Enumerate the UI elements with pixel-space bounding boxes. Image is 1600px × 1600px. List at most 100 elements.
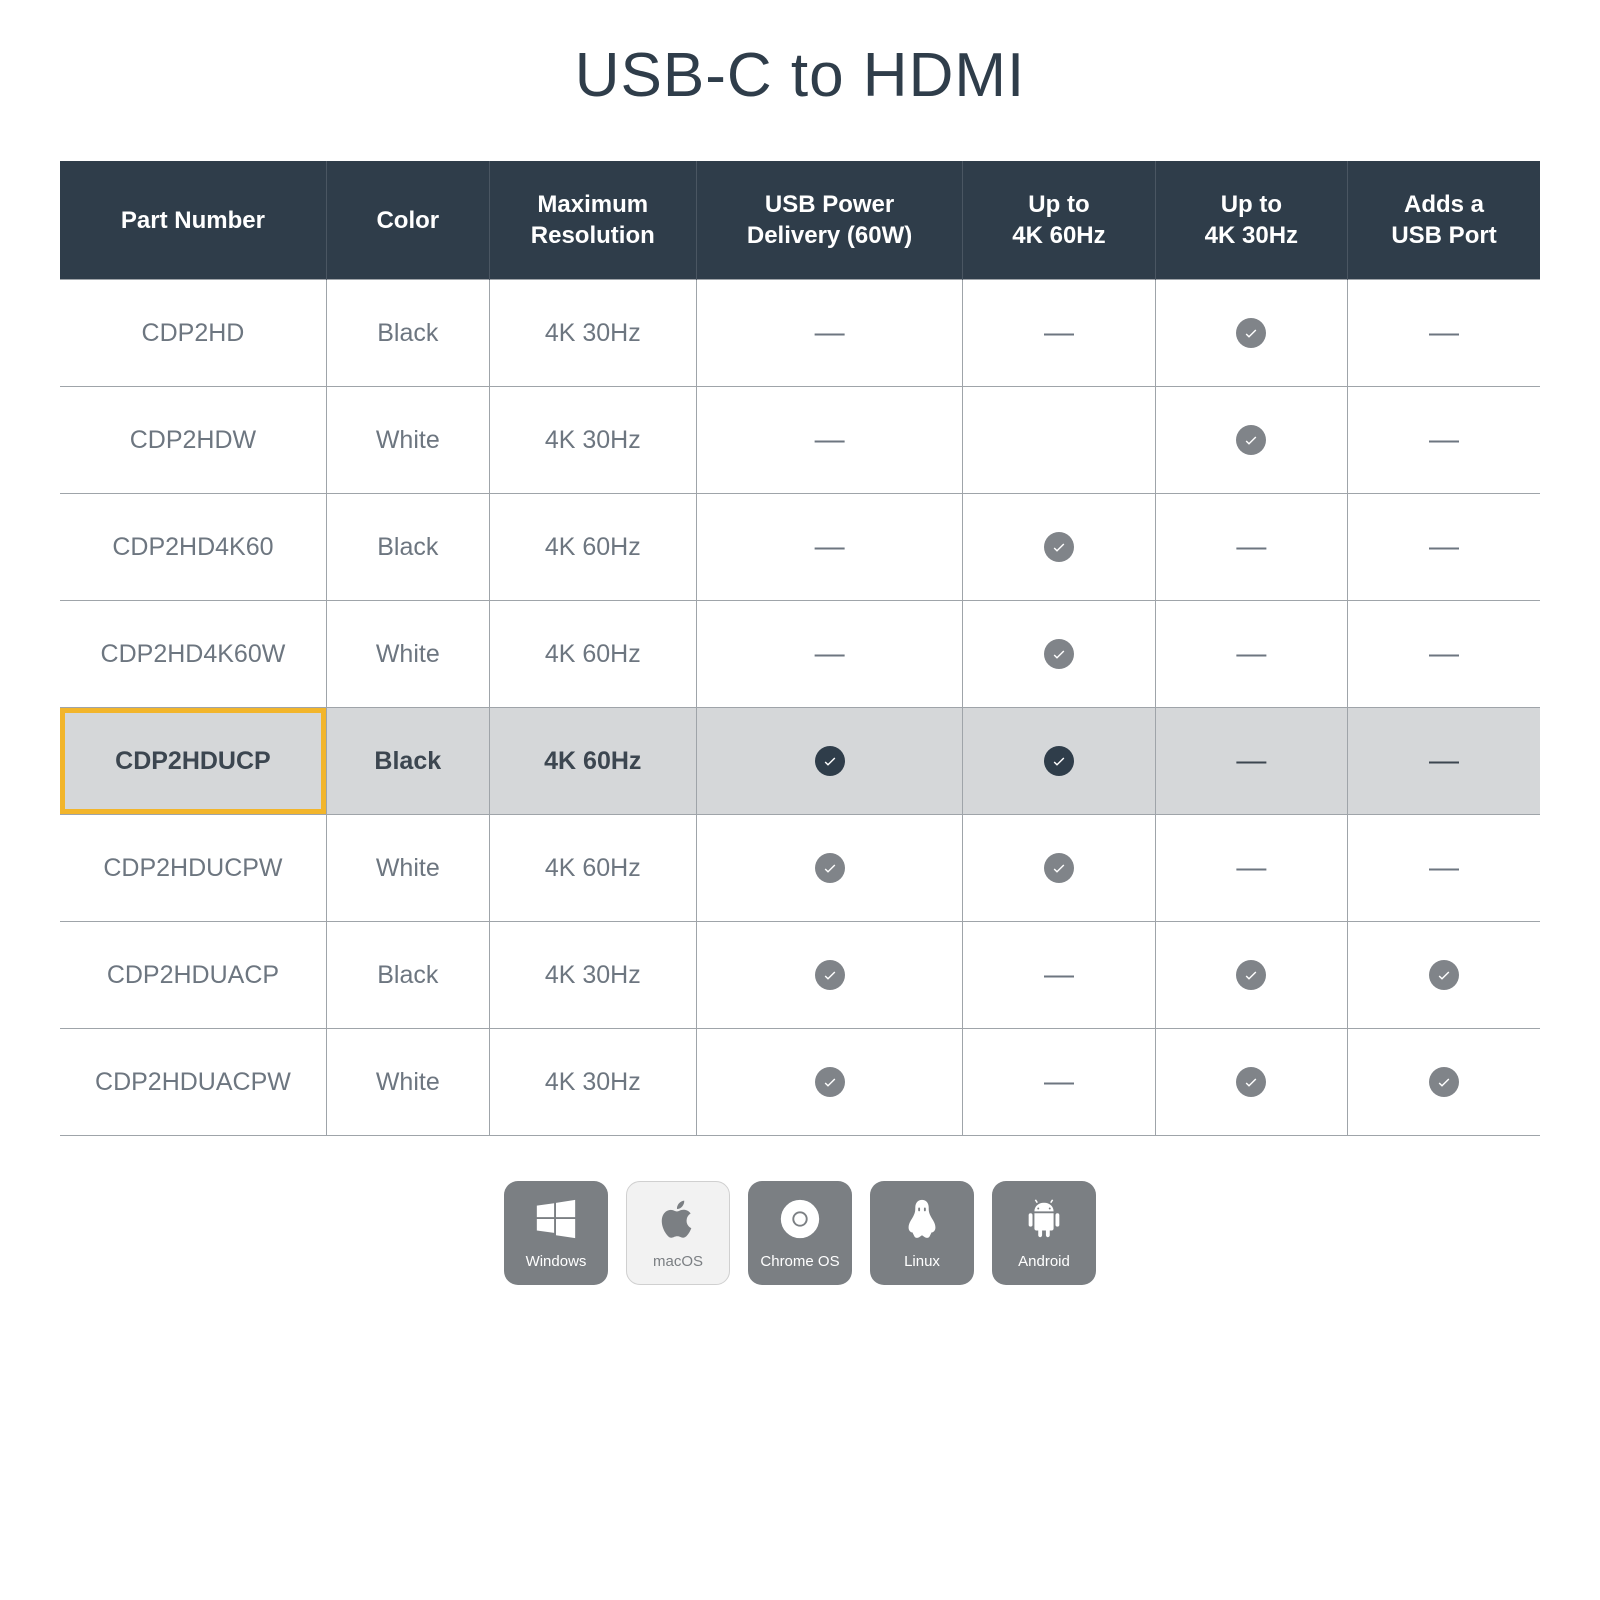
table-row: CDP2HDUCPBlack4K 60Hz — — <box>60 708 1540 815</box>
check-icon <box>1429 1067 1459 1097</box>
cell-color: Black <box>326 280 489 387</box>
check-icon <box>1236 1067 1266 1097</box>
cell-4k60 <box>963 601 1155 708</box>
check-icon <box>1044 746 1074 776</box>
cell-res: 4K 60Hz <box>489 815 696 922</box>
column-header: Adds aUSB Port <box>1348 161 1540 280</box>
dash-icon: — <box>1429 851 1459 884</box>
dash-icon: — <box>1044 958 1074 991</box>
cell-4k60 <box>963 815 1155 922</box>
cell-4k30 <box>1155 1029 1347 1136</box>
table-row: CDP2HD4K60Black4K 60Hz— —— <box>60 494 1540 601</box>
cell-res: 4K 30Hz <box>489 1029 696 1136</box>
page-title: USB-C to HDMI <box>60 40 1540 111</box>
linux-icon <box>899 1196 945 1247</box>
column-header: USB PowerDelivery (60W) <box>696 161 962 280</box>
cell-res: 4K 30Hz <box>489 387 696 494</box>
column-header: Part Number <box>60 161 326 280</box>
cell-usb <box>1348 1029 1540 1136</box>
os-label: Chrome OS <box>760 1253 839 1270</box>
dash-icon: — <box>1044 316 1074 349</box>
cell-part: CDP2HDUACPW <box>60 1029 326 1136</box>
dash-icon: — <box>1236 530 1266 563</box>
cell-color: White <box>326 1029 489 1136</box>
cell-pd <box>696 922 962 1029</box>
cell-res: 4K 60Hz <box>489 708 696 815</box>
cell-pd <box>696 708 962 815</box>
cell-4k60: — <box>963 1029 1155 1136</box>
os-badge-apple: macOS <box>626 1181 730 1285</box>
cell-4k30 <box>1155 280 1347 387</box>
cell-4k30 <box>1155 387 1347 494</box>
os-badge-android: Android <box>992 1181 1096 1285</box>
column-header: Up to4K 30Hz <box>1155 161 1347 280</box>
cell-4k60: — <box>963 280 1155 387</box>
cell-4k60 <box>963 494 1155 601</box>
cell-color: White <box>326 601 489 708</box>
table-row: CDP2HDUACPWWhite4K 30Hz — <box>60 1029 1540 1136</box>
cell-pd <box>696 1029 962 1136</box>
check-icon <box>1044 853 1074 883</box>
cell-part: CDP2HDUCP <box>60 708 326 815</box>
table-row: CDP2HDUACPBlack4K 30Hz — <box>60 922 1540 1029</box>
table-row: CDP2HDWWhite4K 30Hz— — <box>60 387 1540 494</box>
os-label: Linux <box>904 1253 940 1270</box>
android-icon <box>1021 1196 1067 1247</box>
check-icon <box>1236 960 1266 990</box>
windows-icon <box>533 1196 579 1247</box>
dash-icon: — <box>815 316 845 349</box>
dash-icon: — <box>1429 530 1459 563</box>
cell-color: Black <box>326 708 489 815</box>
check-icon <box>1044 639 1074 669</box>
check-icon <box>1044 532 1074 562</box>
dash-icon: — <box>1429 316 1459 349</box>
cell-res: 4K 60Hz <box>489 494 696 601</box>
comparison-table: Part NumberColorMaximumResolutionUSB Pow… <box>60 161 1540 1136</box>
cell-4k30: — <box>1155 601 1347 708</box>
cell-part: CDP2HD <box>60 280 326 387</box>
cell-part: CDP2HDUCPW <box>60 815 326 922</box>
dash-icon: — <box>1236 637 1266 670</box>
cell-4k60: — <box>963 922 1155 1029</box>
table-header: Part NumberColorMaximumResolutionUSB Pow… <box>60 161 1540 280</box>
cell-color: White <box>326 815 489 922</box>
dash-icon: — <box>1044 1065 1074 1098</box>
cell-color: White <box>326 387 489 494</box>
cell-usb: — <box>1348 815 1540 922</box>
cell-4k30: — <box>1155 494 1347 601</box>
dash-icon: — <box>1236 744 1266 777</box>
cell-color: Black <box>326 922 489 1029</box>
dash-icon: — <box>815 637 845 670</box>
dash-icon: — <box>1429 423 1459 456</box>
cell-pd <box>696 815 962 922</box>
table-row: CDP2HD4K60WWhite4K 60Hz — — — <box>60 601 1540 708</box>
cell-4k30 <box>1155 922 1347 1029</box>
check-icon <box>1236 425 1266 455</box>
os-label: Android <box>1018 1253 1070 1270</box>
os-badges-row: Windows macOS Chrome OS Linux Android <box>60 1181 1540 1285</box>
cell-usb: — <box>1348 280 1540 387</box>
cell-4k60 <box>963 387 1155 494</box>
os-label: macOS <box>653 1253 703 1270</box>
cell-part: CDP2HD4K60 <box>60 494 326 601</box>
cell-usb: — <box>1348 601 1540 708</box>
cell-4k30: — <box>1155 815 1347 922</box>
os-badge-windows: Windows <box>504 1181 608 1285</box>
cell-4k30: — <box>1155 708 1347 815</box>
cell-part: CDP2HDUACP <box>60 922 326 1029</box>
chrome-icon <box>777 1196 823 1247</box>
column-header: Up to4K 60Hz <box>963 161 1155 280</box>
dash-icon: — <box>1429 744 1459 777</box>
check-icon <box>1429 960 1459 990</box>
os-label: Windows <box>526 1253 587 1270</box>
cell-color: Black <box>326 494 489 601</box>
cell-res: 4K 30Hz <box>489 922 696 1029</box>
cell-res: 4K 60Hz <box>489 601 696 708</box>
cell-usb <box>1348 922 1540 1029</box>
check-icon <box>815 746 845 776</box>
os-badge-chrome: Chrome OS <box>748 1181 852 1285</box>
check-icon <box>815 853 845 883</box>
cell-part: CDP2HD4K60W <box>60 601 326 708</box>
dash-icon: — <box>1429 637 1459 670</box>
cell-usb: — <box>1348 494 1540 601</box>
